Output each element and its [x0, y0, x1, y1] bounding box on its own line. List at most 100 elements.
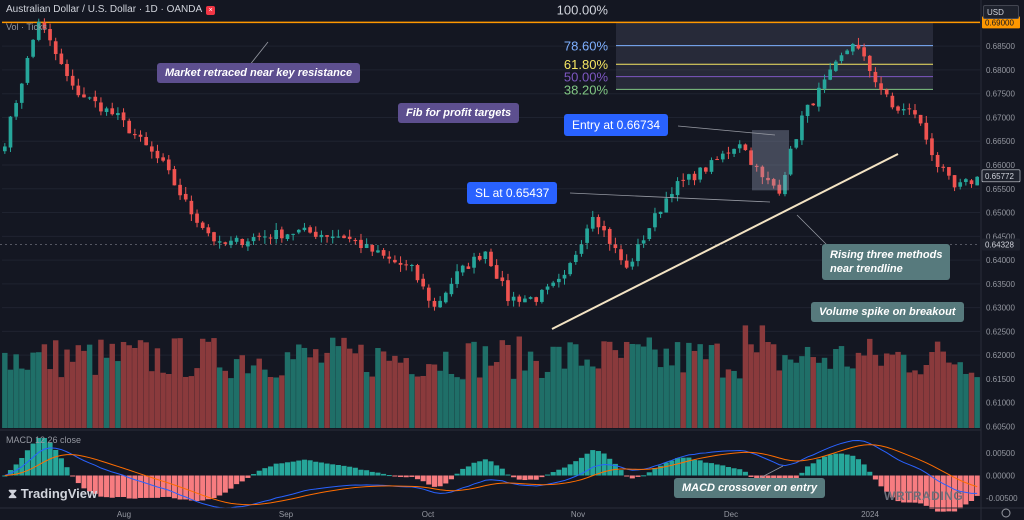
candle-body [432, 300, 437, 307]
candle-body [692, 173, 697, 181]
macd-histogram-bar [70, 475, 76, 477]
volume-bar [329, 337, 336, 428]
time-tick-label: Nov [571, 510, 585, 519]
macd-histogram-bar [30, 443, 36, 476]
macd-histogram-bar [838, 453, 845, 476]
candle-body [127, 120, 132, 134]
macd-histogram-bar [946, 475, 952, 512]
price-tick-label: 0.65000 [986, 209, 1015, 218]
volume-bar [431, 364, 438, 428]
candle-body [602, 225, 606, 231]
volume-bar [296, 344, 302, 428]
rising-pointer-line [796, 214, 831, 249]
candle-body [585, 228, 589, 243]
volume-bar [787, 359, 794, 428]
candle-body [48, 29, 52, 41]
candle-body [958, 182, 963, 187]
candle-body [800, 115, 804, 141]
candle-body [99, 102, 103, 112]
volume-bar [946, 362, 952, 428]
volume-bar [753, 352, 760, 428]
volume-bar [476, 377, 483, 428]
macd-histogram-bar [58, 458, 64, 476]
candle-body [839, 55, 844, 62]
macd-histogram-bar [533, 475, 539, 480]
volume-bar [324, 352, 330, 428]
macd-histogram-bar [482, 459, 488, 476]
close-icon[interactable]: × [206, 6, 216, 15]
candle-body [246, 241, 250, 247]
volume-bar [154, 348, 161, 428]
macd-histogram-bar [81, 475, 87, 489]
macd-histogram-bar [115, 475, 121, 498]
volume-bar [974, 377, 980, 428]
candle-body [172, 169, 177, 186]
candle-body [811, 103, 816, 106]
volume-bar [861, 355, 867, 428]
volume-bar [522, 370, 528, 428]
macd-histogram-bar [731, 468, 737, 476]
volume-bar [183, 376, 189, 428]
time-tick-label: Dec [724, 510, 738, 519]
candle-body [551, 282, 556, 286]
volume-bar [120, 341, 127, 428]
candle-body [104, 108, 109, 113]
macd-histogram-bar [262, 468, 268, 476]
macd-histogram-bar [929, 475, 935, 509]
macd-histogram-bar [675, 458, 681, 476]
candle-body [613, 244, 618, 249]
volume-bar [686, 342, 692, 428]
candle-body [879, 83, 883, 90]
macd-histogram-bar [963, 475, 969, 505]
macd-histogram-bar [205, 475, 211, 500]
macd-histogram-bar [952, 475, 958, 512]
volume-bar [233, 359, 240, 428]
volume-bar [199, 338, 206, 428]
volume-bar [47, 369, 53, 428]
macd-histogram-bar [386, 475, 392, 477]
macd-histogram-bar [686, 457, 692, 476]
macd-histogram-bar [567, 464, 573, 476]
resistance-pointer-line [248, 41, 269, 67]
volume-bar [81, 350, 87, 428]
annotation-sl: SL at 0.65437 [467, 182, 558, 204]
price-tick-label: 0.63500 [986, 280, 1015, 289]
candle-body [828, 69, 833, 80]
candle-body [381, 250, 386, 256]
annotation-rising-three: Rising three methods near trendline [822, 244, 951, 280]
candle-body [862, 47, 866, 57]
macd-histogram-bar [318, 462, 324, 476]
candle-body [53, 41, 58, 55]
volume-bar [793, 362, 799, 428]
candle-body [506, 280, 510, 302]
volume-bar [92, 374, 98, 428]
volume-bar [951, 364, 958, 428]
volume-bar [228, 378, 234, 428]
candle-body [212, 232, 216, 242]
volume-bar [488, 365, 494, 428]
volume-bar [369, 376, 375, 428]
candle-body [884, 89, 889, 95]
volume-bar [341, 337, 347, 428]
candle-body [223, 242, 228, 244]
candle-body [426, 287, 431, 301]
macd-histogram-bar [471, 462, 477, 476]
macd-tick-label: 0.00500 [986, 449, 1015, 458]
volume-bar [573, 344, 579, 428]
volume-bar [245, 373, 251, 428]
macd-histogram-bar [578, 457, 584, 476]
candle-body [455, 271, 459, 285]
volume-bar [544, 371, 551, 428]
macd-histogram-bar [222, 475, 228, 493]
watermark-logo: WRTRADING [884, 489, 964, 503]
volume-bar [437, 370, 443, 428]
candle-body [964, 179, 968, 182]
macd-histogram-bar [725, 467, 731, 476]
currency-selector[interactable]: USD [983, 5, 1019, 19]
candle-body [619, 249, 623, 261]
candle-body [183, 193, 188, 200]
macd-histogram-bar [194, 475, 200, 502]
annotation-resistance: Market retraced near key resistance [157, 63, 361, 83]
macd-histogram-bar [256, 470, 262, 476]
volume-bar [397, 362, 404, 428]
